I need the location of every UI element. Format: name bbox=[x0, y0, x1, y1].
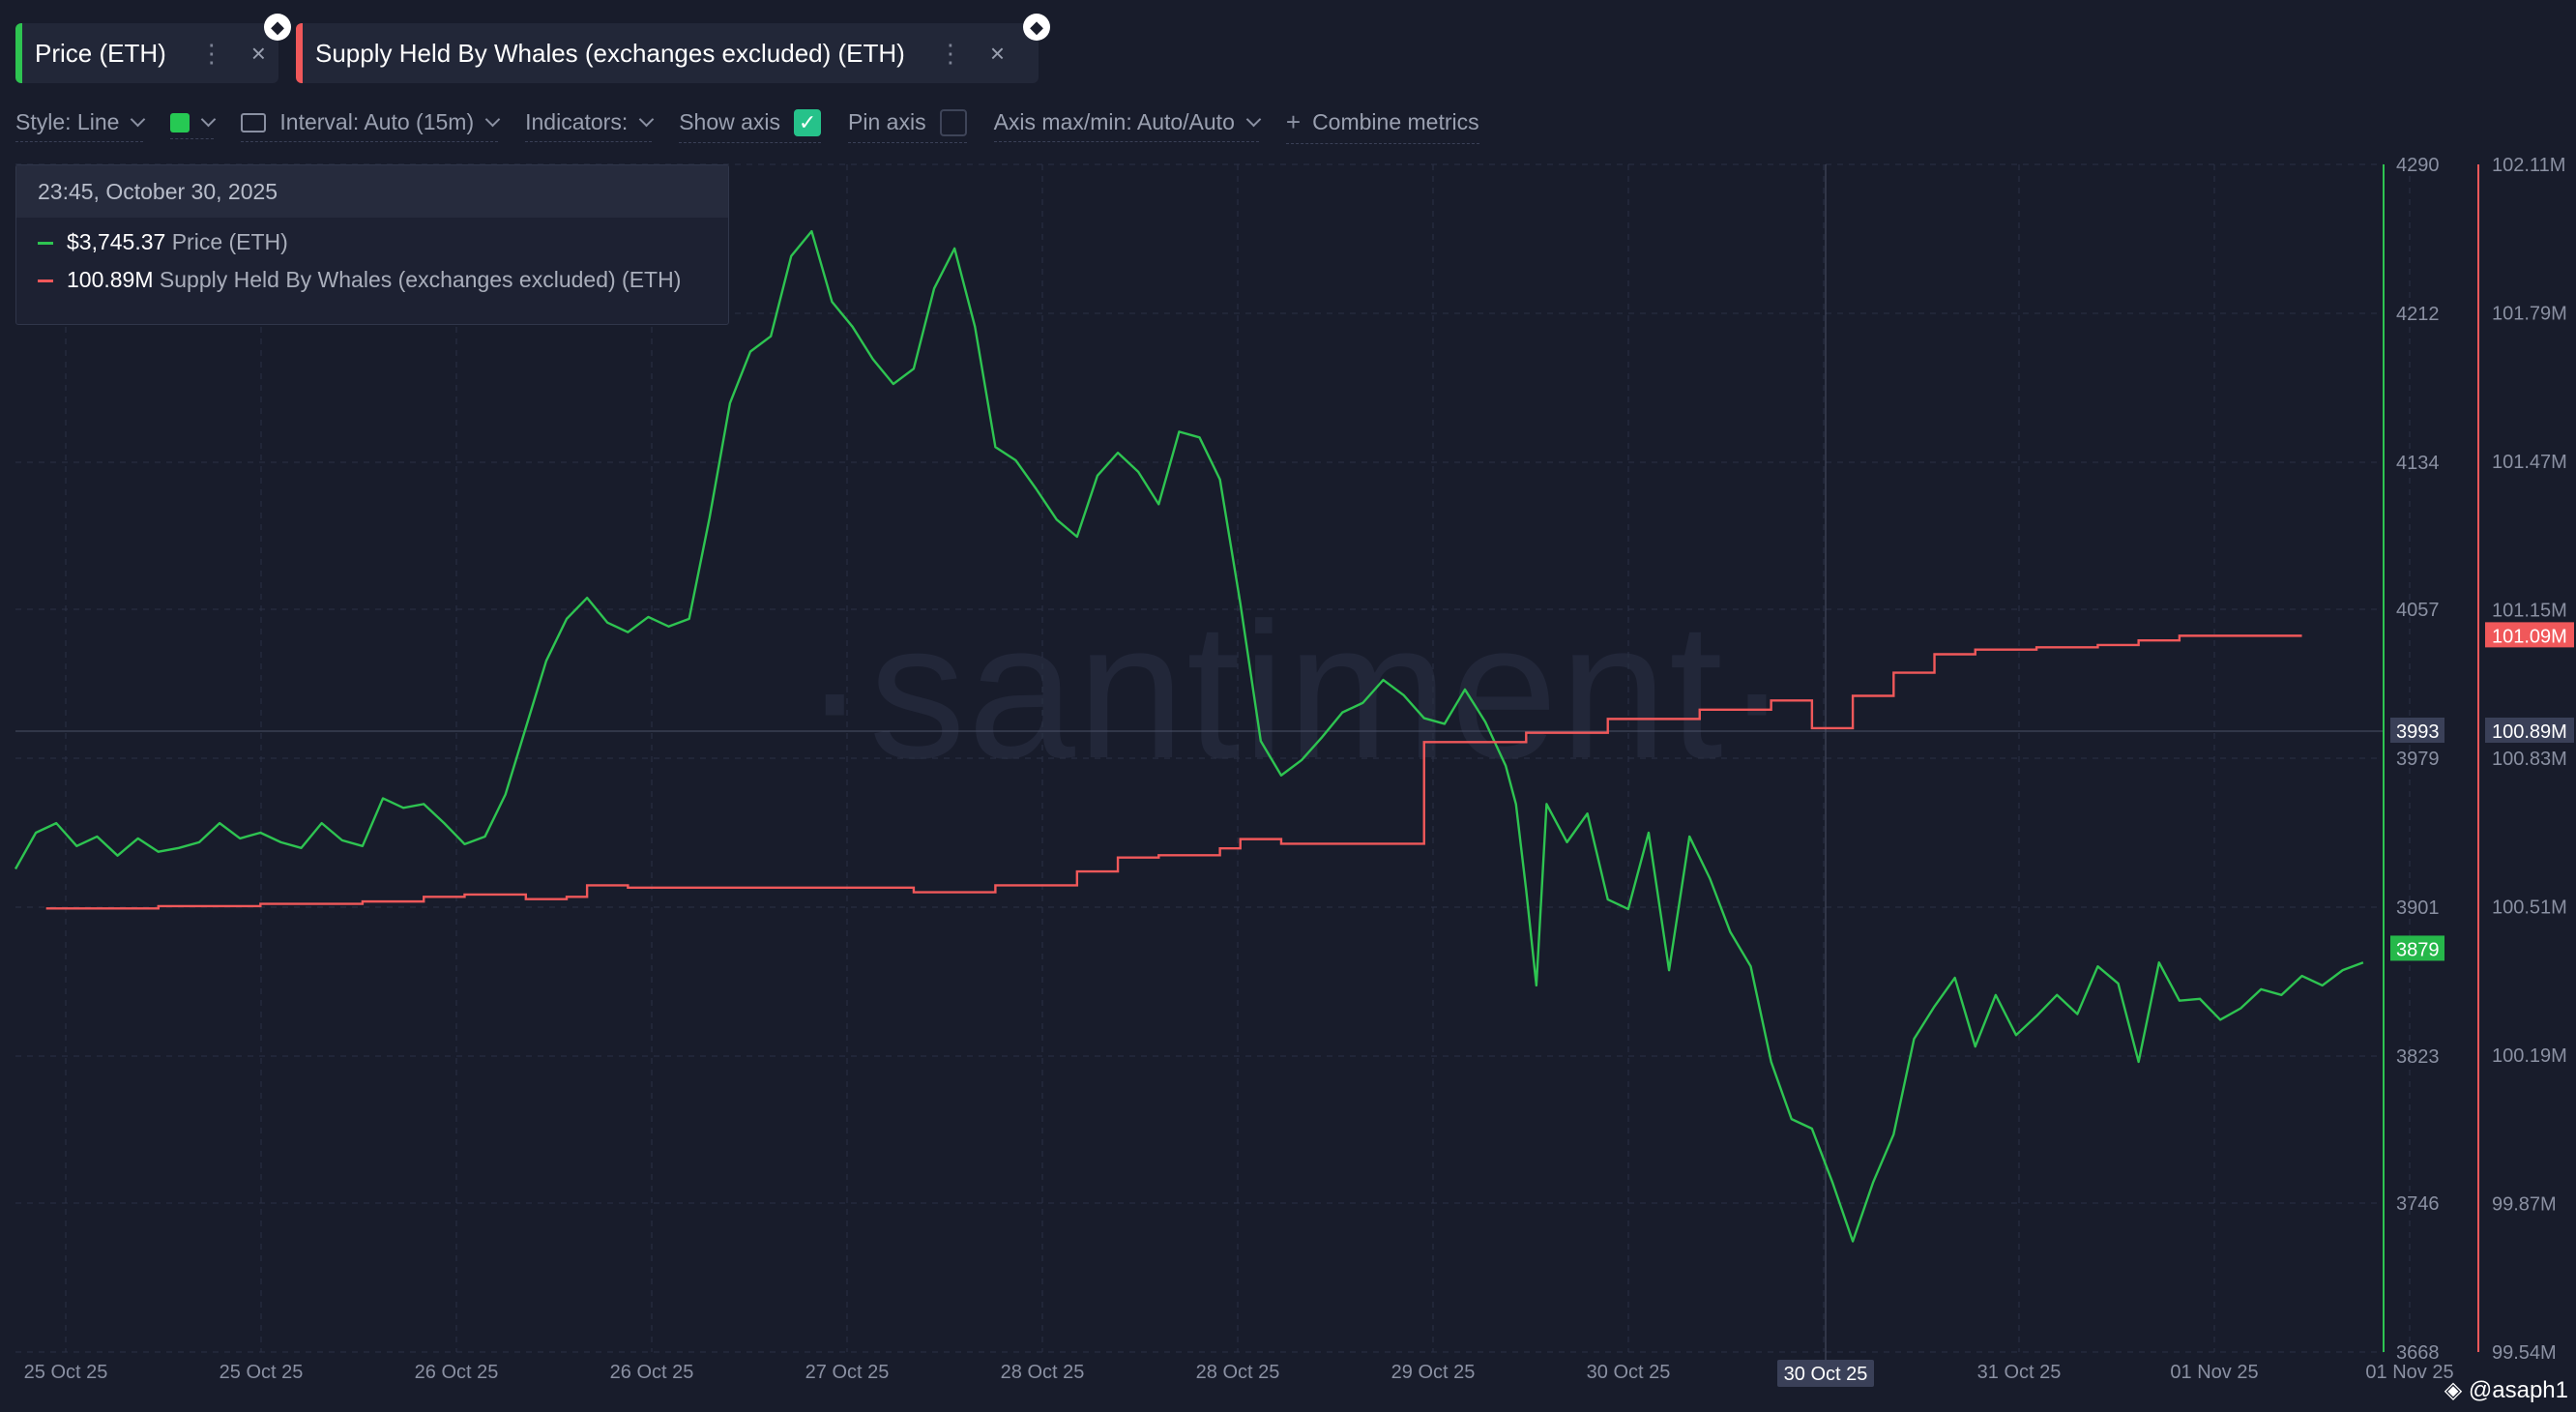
x-tick-label: 26 Oct 25 bbox=[610, 1362, 694, 1383]
tooltip-price-name: Price (ETH) bbox=[171, 229, 288, 254]
tab-whales-label: Supply Held By Whales (exchanges exclude… bbox=[315, 38, 905, 68]
price-axis-tick: 4134 bbox=[2396, 453, 2440, 474]
x-tick-label: 01 Nov 25 bbox=[2170, 1362, 2258, 1383]
whale-supply-line bbox=[45, 634, 2302, 910]
style-dropdown[interactable]: Style: Line bbox=[15, 109, 146, 142]
price-axis-tick: 3901 bbox=[2396, 897, 2440, 919]
color-picker[interactable] bbox=[170, 111, 217, 139]
x-tick-label: 27 Oct 25 bbox=[805, 1362, 890, 1383]
whale-axis-tick: 102.11M bbox=[2492, 155, 2565, 176]
x-tick-label: 01 Nov 25 bbox=[2365, 1362, 2453, 1383]
indicators-label: Indicators: bbox=[525, 109, 629, 134]
tab-whales-close-icon[interactable]: × bbox=[989, 38, 1006, 68]
tooltip-whale-name: Supply Held By Whales (exchanges exclude… bbox=[159, 267, 682, 292]
crosshair-tooltip: 23:45, October 30, 2025 $3,745.37 Price … bbox=[15, 164, 729, 325]
checkbox-unchecked-icon[interactable] bbox=[939, 108, 967, 136]
price-last-value: 3879 bbox=[2396, 939, 2440, 960]
x-tick-label: 28 Oct 25 bbox=[1196, 1362, 1280, 1383]
x-tick-label: 30 Oct 25 bbox=[1587, 1362, 1671, 1383]
price-color-bar bbox=[15, 23, 22, 83]
x-tick-label: 29 Oct 25 bbox=[1391, 1362, 1476, 1383]
tooltip-price-value: $3,745.37 bbox=[67, 229, 166, 254]
interval-dropdown[interactable]: Interval: Auto (15m) bbox=[241, 109, 501, 142]
x-tick-label: 25 Oct 25 bbox=[24, 1362, 108, 1383]
tab-price-menu-icon[interactable]: ⋮ bbox=[198, 38, 224, 68]
show-axis-toggle[interactable]: Show axis ✓ bbox=[679, 108, 822, 143]
x-tick-label: 28 Oct 25 bbox=[1001, 1362, 1085, 1383]
crosshair-x-badge bbox=[1777, 1360, 1874, 1387]
combine-metrics-label: Combine metrics bbox=[1312, 109, 1479, 134]
tab-whales-menu-icon[interactable]: ⋮ bbox=[937, 38, 963, 68]
combine-metrics-button[interactable]: + Combine metrics bbox=[1285, 107, 1479, 144]
whale-axis-tick: 100.51M bbox=[2492, 897, 2567, 919]
price-legend-dash bbox=[38, 242, 53, 246]
whale-last-value: 101.09M bbox=[2492, 626, 2567, 647]
price-axis-tick: 3746 bbox=[2396, 1193, 2440, 1215]
whales-color-bar bbox=[296, 23, 303, 83]
whale-axis-tick: 101.47M bbox=[2492, 452, 2567, 473]
x-tick-label: 31 Oct 25 bbox=[1977, 1362, 2062, 1383]
calendar-icon bbox=[241, 112, 267, 132]
checkbox-checked-icon[interactable]: ✓ bbox=[794, 108, 822, 136]
pin-axis-toggle[interactable]: Pin axis bbox=[848, 108, 967, 143]
interval-label: Interval: Auto (15m) bbox=[279, 109, 475, 134]
price-axis-tick: 3823 bbox=[2396, 1046, 2440, 1068]
whale-axis-tick: 99.87M bbox=[2492, 1194, 2557, 1216]
binance-icon: ◈ bbox=[2444, 1377, 2463, 1403]
eth-icon: ◆ bbox=[264, 14, 291, 41]
crosshair-whale-label: 100.89M bbox=[2492, 721, 2567, 743]
tab-price-label: Price (ETH) bbox=[35, 38, 166, 68]
x-tick-label: 25 Oct 25 bbox=[220, 1362, 304, 1383]
plus-icon: + bbox=[1285, 107, 1302, 136]
whale-axis-tick: 99.54M bbox=[2492, 1342, 2557, 1364]
whale-axis-tick: 101.79M bbox=[2492, 304, 2567, 325]
indicators-dropdown[interactable]: Indicators: bbox=[525, 109, 655, 142]
price-axis-tick: 4212 bbox=[2396, 304, 2440, 325]
price-last-badge bbox=[2390, 935, 2444, 961]
x-tick-label: 26 Oct 25 bbox=[415, 1362, 499, 1383]
color-swatch bbox=[170, 112, 190, 132]
crosshair-price-label: 3993 bbox=[2396, 721, 2440, 743]
author-credit: ◈ @asaph1 bbox=[2444, 1376, 2568, 1404]
show-axis-label: Show axis bbox=[679, 109, 781, 134]
whale-axis-tick: 101.15M bbox=[2492, 601, 2567, 622]
axis-maxmin-dropdown[interactable]: Axis max/min: Auto/Auto bbox=[993, 109, 1262, 142]
whale-last-badge bbox=[2485, 622, 2574, 648]
crosshair-whale-badge bbox=[2485, 718, 2574, 743]
pin-axis-label: Pin axis bbox=[848, 109, 926, 134]
price-axis-tick: 4290 bbox=[2396, 155, 2440, 176]
price-axis-tick: 3668 bbox=[2396, 1342, 2440, 1364]
tab-price[interactable]: Price (ETH) ⋮ × bbox=[15, 23, 278, 83]
whale-axis-tick: 100.83M bbox=[2492, 749, 2567, 770]
chart-toolbar: Style: Line Interval: Auto (15m) Indicat… bbox=[15, 104, 1507, 147]
style-label: Style: Line bbox=[15, 109, 120, 134]
price-axis-tick: 3979 bbox=[2396, 749, 2440, 770]
tooltip-whale-row: 100.89M Supply Held By Whales (exchanges… bbox=[16, 267, 728, 293]
axis-maxmin-label: Axis max/min: Auto/Auto bbox=[993, 109, 1235, 134]
price-axis-tick: 4057 bbox=[2396, 600, 2440, 621]
tab-whales[interactable]: Supply Held By Whales (exchanges exclude… bbox=[296, 23, 1039, 83]
price-line bbox=[14, 229, 2364, 1243]
whale-legend-dash bbox=[38, 279, 53, 283]
crosshair-x-label: 30 Oct 25 bbox=[1784, 1364, 1868, 1385]
tooltip-price-row: $3,745.37 Price (ETH) bbox=[16, 229, 728, 255]
whale-axis-tick: 100.19M bbox=[2492, 1045, 2567, 1067]
author-handle: @asaph1 bbox=[2468, 1377, 2568, 1403]
tooltip-whale-value: 100.89M bbox=[67, 267, 154, 292]
crosshair-price-badge bbox=[2390, 718, 2444, 743]
tooltip-date: 23:45, October 30, 2025 bbox=[16, 165, 728, 218]
tab-price-close-icon[interactable]: × bbox=[250, 38, 266, 68]
santiment-watermark: ·santiment· bbox=[803, 583, 1792, 799]
eth-icon: ◆ bbox=[1023, 14, 1050, 41]
